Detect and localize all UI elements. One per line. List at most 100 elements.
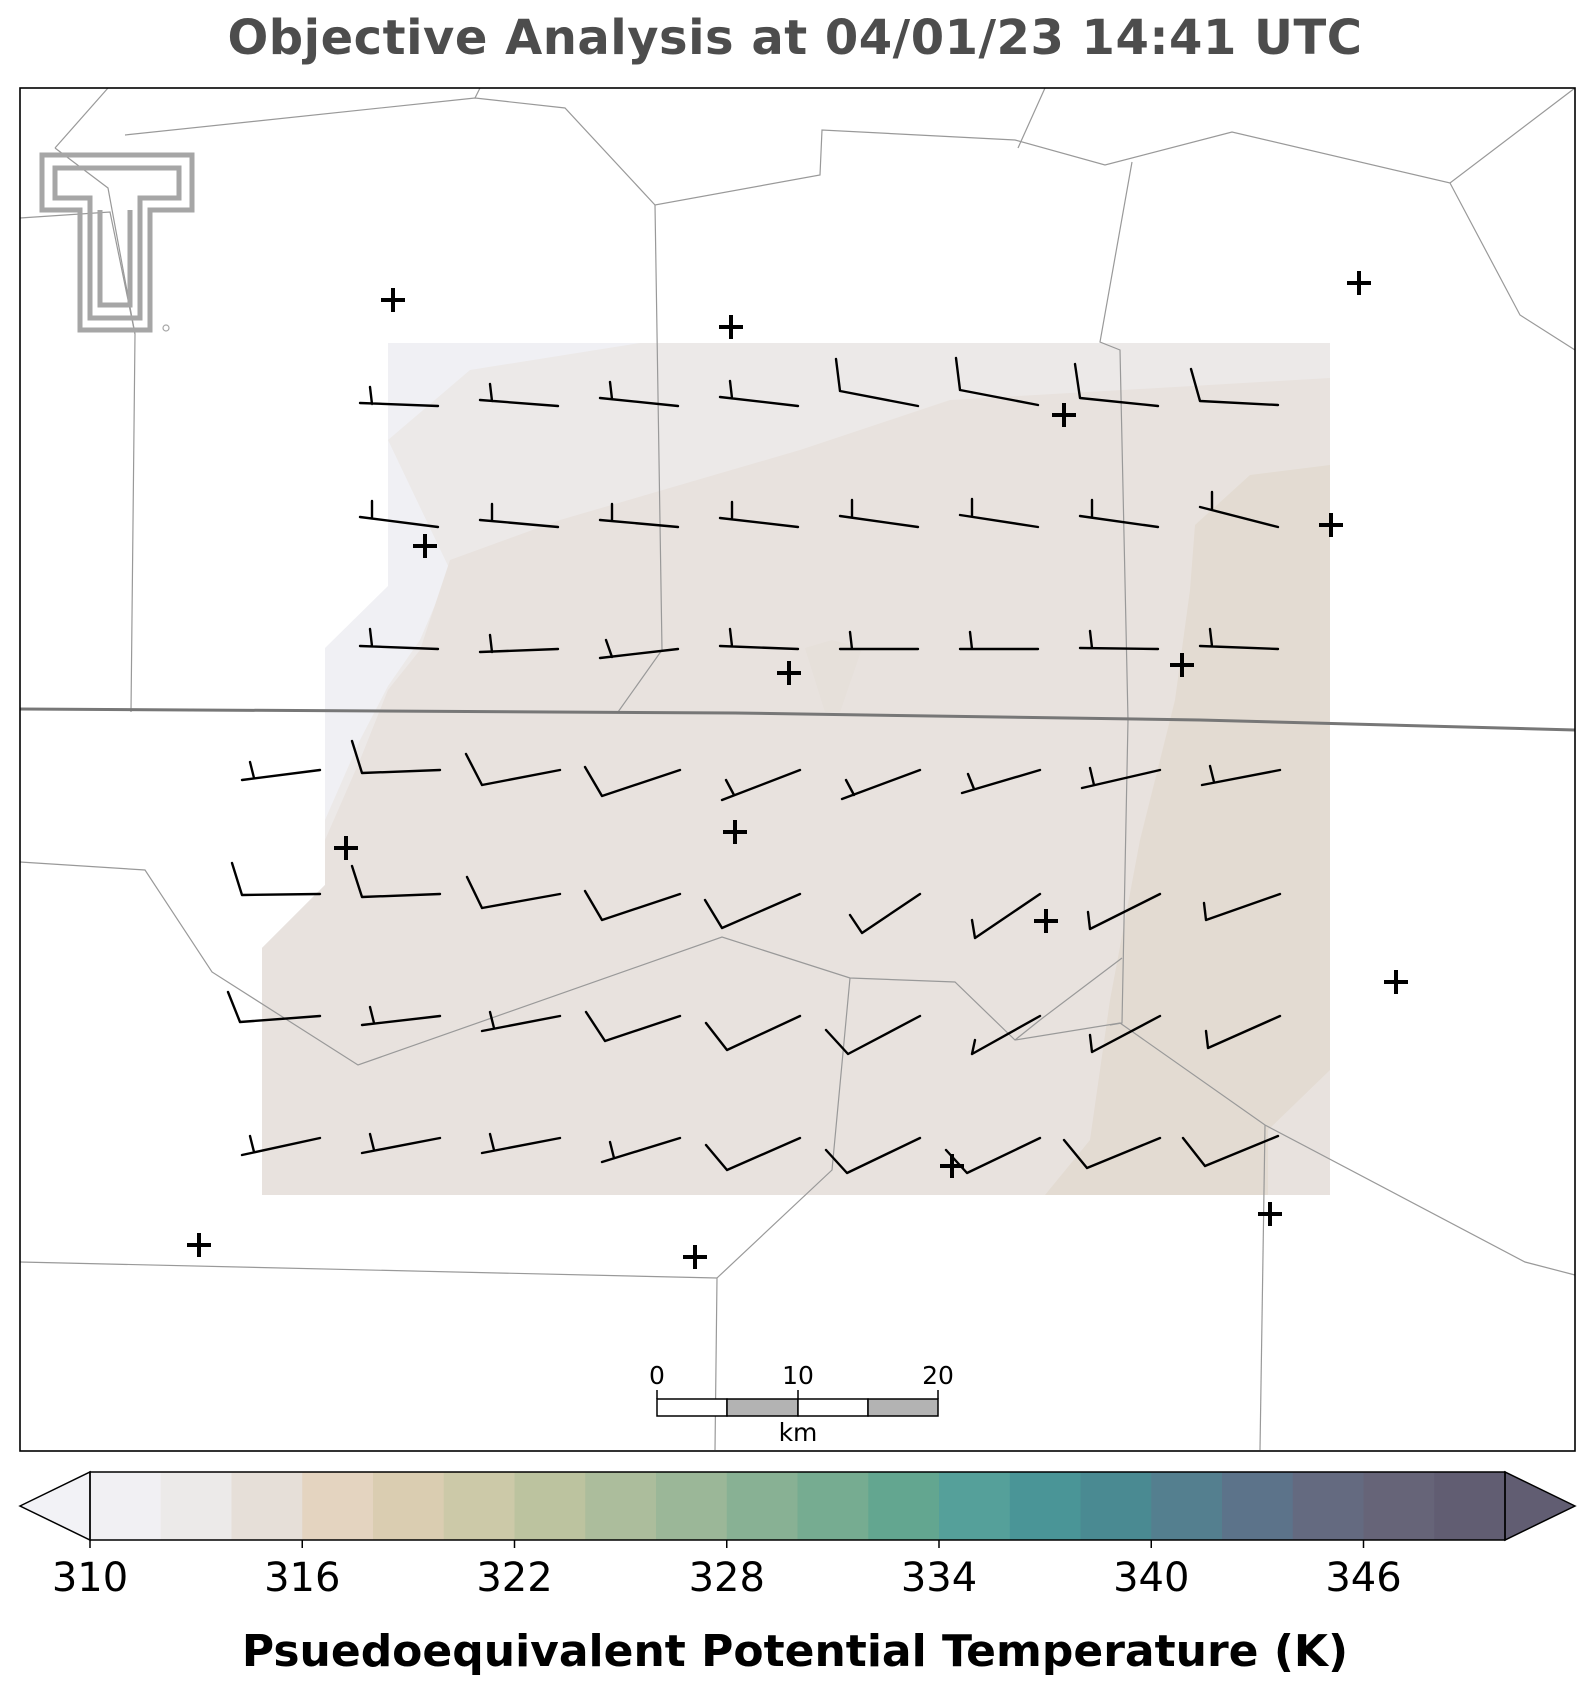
- colorbar-cell: [868, 1472, 940, 1540]
- texas-tech-logo: [39, 152, 195, 333]
- wind-barb: [1189, 367, 1280, 407]
- theta-e-band-314: [262, 378, 1330, 1195]
- wind-barb: [1062, 1136, 1162, 1170]
- wind-barb: [1181, 1134, 1280, 1168]
- scale-bar: [656, 1390, 939, 1417]
- plus-icon: [334, 836, 358, 860]
- plus-icon: [683, 1245, 707, 1269]
- wind-barb: [480, 1010, 562, 1033]
- wind-barbs: [226, 356, 1282, 1175]
- plus-icon: [723, 820, 747, 844]
- wind-barb: [583, 889, 682, 922]
- wind-barb: [824, 1014, 922, 1056]
- wind-barb: [358, 385, 440, 408]
- wind-barb: [1078, 498, 1160, 529]
- wind-barb: [834, 357, 920, 408]
- wind-barb: [720, 768, 802, 802]
- logo-outer-t: [39, 152, 195, 333]
- colorbar-tick-label: 328: [688, 1555, 765, 1601]
- page-title: Objective Analysis at 04/01/23 14:41 UTC: [227, 10, 1363, 66]
- colorbar-cell: [1434, 1472, 1506, 1540]
- colorbar-cell: [1151, 1472, 1223, 1540]
- wind-barb: [478, 382, 560, 408]
- wind-barb: [480, 1132, 562, 1155]
- colorbar-cell: [939, 1472, 1011, 1540]
- plus-icon: [940, 1154, 964, 1178]
- plus-icon: [1384, 970, 1408, 994]
- wind-barb: [958, 630, 1040, 651]
- station-markers: [187, 271, 1408, 1269]
- county-lines: [19, 87, 1576, 1451]
- wind-barb: [840, 768, 922, 801]
- colorbar-cell: [1080, 1472, 1152, 1540]
- wind-barb: [478, 502, 560, 529]
- wind-barb: [478, 633, 560, 654]
- state-line: [19, 707, 1576, 732]
- wind-barb: [1198, 627, 1280, 651]
- colorbar-cell: [656, 1472, 728, 1540]
- wind-barb: [464, 752, 562, 787]
- plus-icon: [1170, 653, 1194, 677]
- wind-barb: [824, 1136, 922, 1175]
- colorbar-tick-label: 334: [900, 1555, 978, 1601]
- wind-barb: [838, 498, 920, 529]
- plus-icon: [1034, 909, 1058, 933]
- wind-barb: [584, 1010, 682, 1043]
- colorbar-tick-label: 322: [476, 1555, 553, 1601]
- wind-barb: [358, 627, 440, 651]
- plus-icon: [1347, 271, 1371, 295]
- colorbar-cell: [90, 1472, 162, 1540]
- wind-barb: [1078, 629, 1160, 651]
- wind-barb: [718, 500, 800, 529]
- colorbar-cell: [585, 1472, 657, 1540]
- wind-barb: [1198, 490, 1280, 529]
- plus-icon: [1258, 1202, 1282, 1226]
- wind-barb: [583, 765, 682, 798]
- wind-barb: [598, 638, 680, 660]
- wind-barb: [360, 1132, 442, 1155]
- logo-inner-t: [52, 165, 182, 321]
- analysis-field: [262, 343, 1330, 1195]
- plus-icon: [719, 315, 743, 339]
- wind-barb: [970, 892, 1042, 940]
- wind-barb: [1200, 764, 1282, 787]
- wind-barb: [718, 627, 800, 651]
- colorbar-over-arrow: [1504, 1470, 1577, 1542]
- wind-barb: [226, 990, 322, 1024]
- wind-barb: [958, 497, 1040, 529]
- colorbar-tick-label: 316: [264, 1555, 341, 1601]
- wind-barb: [944, 1136, 1042, 1175]
- plus-icon: [777, 661, 801, 685]
- wind-barb: [1204, 1014, 1282, 1050]
- wind-barb: [838, 630, 920, 651]
- colorbar-cell: [1363, 1472, 1435, 1540]
- colorbar-cell: [443, 1472, 515, 1540]
- wind-barb: [240, 1134, 322, 1157]
- wind-barb: [1202, 892, 1282, 922]
- colorbar-label: Psuedoequivalent Potential Temperature (…: [241, 1626, 1349, 1677]
- plus-icon: [413, 534, 437, 558]
- colorbar-cell: [1222, 1472, 1294, 1540]
- colorbar-under-arrow: [18, 1470, 91, 1542]
- colorbar-cell: [797, 1472, 869, 1540]
- wind-barb: [465, 875, 562, 910]
- colorbar-cell: [726, 1472, 798, 1540]
- colorbar-outline: [89, 1471, 1506, 1541]
- colorbar-cell: [231, 1472, 303, 1540]
- wind-barb: [350, 864, 442, 899]
- scale-bar-label-10: 10: [782, 1361, 814, 1390]
- wind-barb: [358, 499, 440, 529]
- wind-barb: [1088, 1014, 1162, 1054]
- wind-barb: [598, 502, 680, 529]
- theta-e-bump: [805, 640, 862, 712]
- wind-barb: [1073, 362, 1160, 408]
- colorbar-cell: [1009, 1472, 1081, 1540]
- colorbar-cell: [373, 1472, 445, 1540]
- scale-bar-segment: [867, 1398, 939, 1417]
- colorbar-tick-label: 346: [1325, 1555, 1402, 1601]
- wind-barb: [704, 1136, 802, 1172]
- plus-icon: [1052, 403, 1076, 427]
- wind-barb: [600, 1136, 682, 1164]
